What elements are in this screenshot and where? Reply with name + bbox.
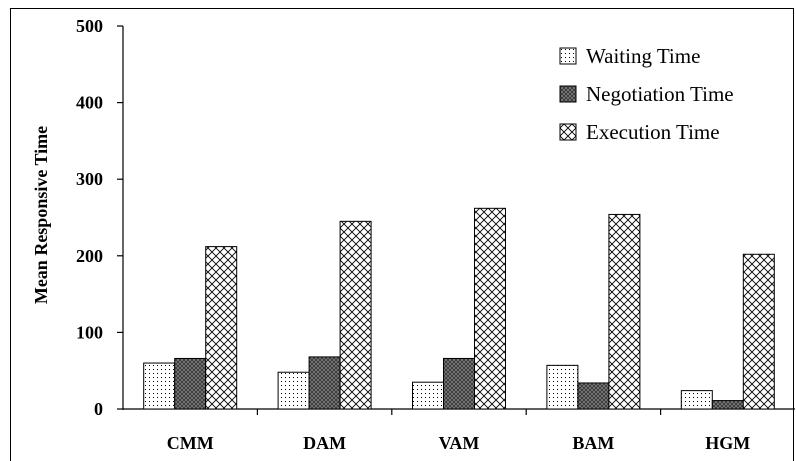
legend-swatch xyxy=(559,85,577,103)
bar-waiting-time xyxy=(546,364,579,410)
bar-execution-time xyxy=(608,213,641,410)
bar-negotiation-time xyxy=(577,382,610,410)
y-tick-label: 0 xyxy=(94,399,103,419)
x-category-label: CMM xyxy=(167,433,214,453)
bar-waiting-time xyxy=(680,390,713,410)
bar-groups xyxy=(143,207,775,410)
x-category-label: VAM xyxy=(439,433,480,453)
bar-negotiation-time xyxy=(174,357,207,410)
y-tick-label: 300 xyxy=(76,169,103,189)
y-axis-ticks: 0 100 200 300 400 500 xyxy=(76,16,123,419)
legend-swatch xyxy=(559,123,577,141)
bar-execution-time xyxy=(742,253,775,410)
bar-waiting-time xyxy=(412,381,444,410)
bar-negotiation-time xyxy=(711,400,744,410)
bar-waiting-time xyxy=(277,371,310,410)
bar-execution-time xyxy=(339,220,372,410)
bar-negotiation-time xyxy=(308,356,341,410)
chart-frame xyxy=(10,8,794,461)
x-category-label: HGM xyxy=(705,433,750,453)
legend-label: Waiting Time xyxy=(586,44,700,68)
bar-execution-time xyxy=(474,207,506,410)
x-axis-ticks: CMM DAM VAM BAM HGM xyxy=(167,409,750,453)
bar-waiting-time xyxy=(143,362,176,410)
bar-execution-time xyxy=(205,246,238,410)
y-tick-label: 200 xyxy=(76,246,103,266)
legend: Waiting Time Negotiation Time Execution Ti… xyxy=(559,44,734,144)
legend-swatch xyxy=(559,47,577,65)
y-tick-label: 500 xyxy=(76,16,103,36)
y-tick-label: 100 xyxy=(76,322,103,342)
x-category-label: DAM xyxy=(303,433,346,453)
x-category-label: BAM xyxy=(572,433,614,453)
bar-negotiation-time xyxy=(443,357,475,410)
legend-label: Execution Time xyxy=(586,120,720,144)
y-axis-title: Mean Responsive Time xyxy=(31,126,51,304)
legend-label: Negotiation Time xyxy=(586,82,734,106)
y-tick-label: 400 xyxy=(76,93,103,113)
